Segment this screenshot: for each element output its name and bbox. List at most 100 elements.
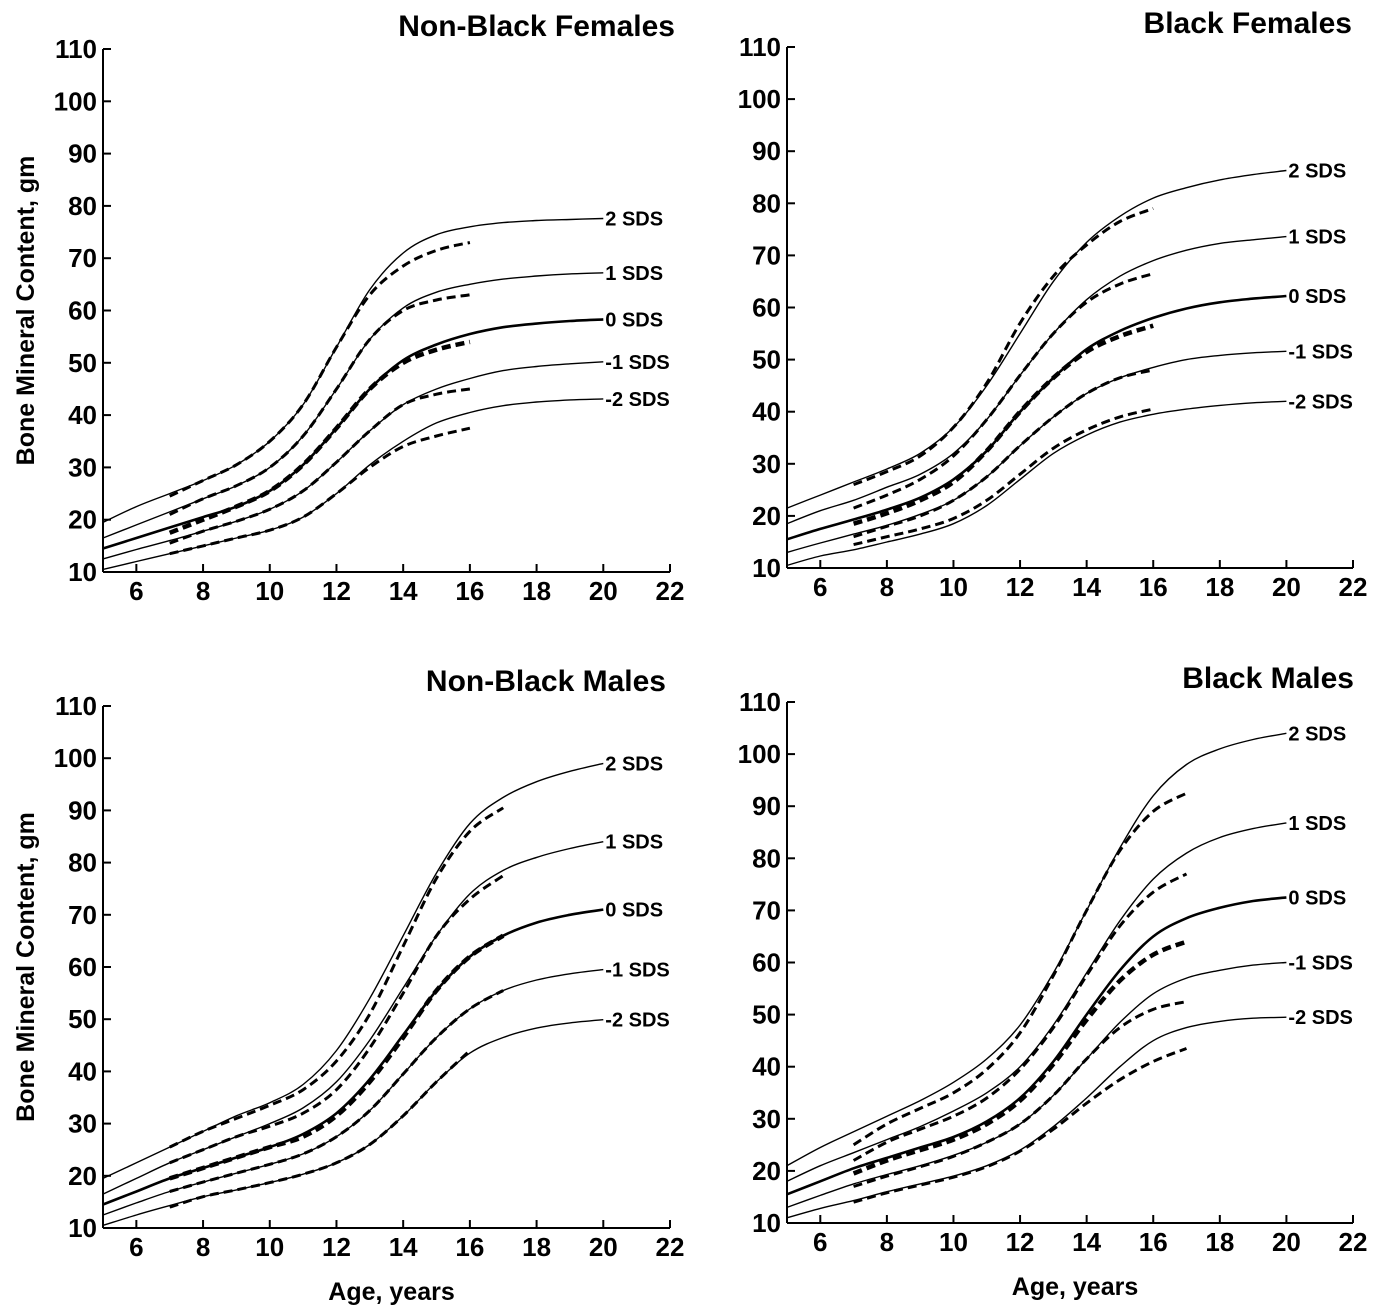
sds-label: 1 SDS [1288,813,1346,835]
x-tick-label: 22 [656,1232,685,1262]
y-tick-label: 50 [752,1000,781,1030]
sds-label: -2 SDS [1288,391,1352,413]
x-tick-label: 14 [1072,1227,1101,1257]
panel-title: Black Females [1144,7,1352,40]
y-tick-label: 50 [68,1004,97,1034]
reference-curve-0-sds-sds [102,318,604,550]
y-tick-label: 20 [752,501,781,531]
y-tick-label: 30 [68,452,97,482]
panel-non-black-males: Non-Black Males 10 20 30 40 50 60 70 80 90 100 110 6… [12,665,684,1306]
dashed-curve [169,806,505,1149]
x-axis-label: Age, years [328,1278,454,1306]
sds-label: -1 SDS [605,352,669,374]
reference-curve-1-sds-sds [786,822,1287,1182]
y-tick-label: 90 [752,791,781,821]
sds-label: 1 SDS [605,832,663,854]
dashed-curve [169,387,471,545]
y-tick-label: 100 [738,84,781,114]
y-tick-label: 70 [68,243,97,273]
x-tick-label: 16 [455,576,484,606]
dashed-curve [853,1047,1188,1204]
sds-label: 0 SDS [605,900,663,922]
y-tick-label: 60 [68,296,97,326]
y-tick-label: 110 [739,32,781,62]
x-tick-label: 18 [522,576,551,606]
sds-label: 1 SDS [1288,227,1346,249]
panel-black-females: Black Females 10 20 30 40 50 60 70 80 90 100 110 6 8 1… [738,7,1368,602]
sds-label: 2 SDS [605,208,663,230]
dashed-curve [169,874,505,1165]
x-tick-label: 14 [1072,572,1101,602]
sds-label: -1 SDS [605,960,669,982]
y-tick-label: 30 [752,449,781,479]
dashed-curve [852,791,1188,1147]
y-tick-label: 40 [68,400,97,430]
x-tick-label: 22 [1339,1227,1368,1257]
x-tick-label: 8 [196,576,210,606]
y-tick-label: 60 [68,952,97,982]
x-axis-label: Age, years [1012,1273,1138,1301]
x-tick-label: 8 [880,1227,894,1257]
panel-title: Non-Black Males [426,665,666,698]
sds-label: 2 SDS [1288,160,1346,182]
x-tick-label: 6 [813,1227,827,1257]
sds-label: -2 SDS [605,1010,669,1032]
reference-curve-1-sds-sds [102,968,604,1216]
x-tick-label: 20 [589,576,618,606]
x-tick-label: 16 [455,1232,484,1262]
x-tick-label: 14 [389,1232,418,1262]
x-tick-label: 12 [322,576,351,606]
x-tick-label: 16 [1139,1227,1168,1257]
sds-label: 0 SDS [1288,887,1346,909]
reference-curve-2-sds-sds [102,1019,604,1227]
x-tick-label: 14 [389,576,418,606]
y-tick-label: 110 [55,691,97,721]
x-tick-label: 20 [1272,572,1301,602]
y-axis-label: Bone Mineral Content, gm [12,156,40,466]
y-tick-label: 80 [68,191,97,221]
panel-black-males: Black Males 10 20 30 40 50 60 70 80 90 100 110 6 8 10 1… [738,662,1368,1301]
dashed-curve [169,1049,471,1209]
y-tick-label: 40 [752,1052,781,1082]
dashed-curve [853,1000,1187,1188]
x-tick-label: 6 [813,572,827,602]
x-tick-label: 8 [880,572,894,602]
x-tick-label: 10 [939,572,968,602]
y-tick-label: 100 [738,739,781,769]
y-tick-label: 30 [752,1104,781,1134]
y-tick-label: 90 [68,139,97,169]
y-tick-label: 70 [752,895,781,925]
y-tick-label: 80 [752,188,781,218]
y-tick-label: 50 [752,345,781,375]
y-tick-label: 20 [752,1156,781,1186]
sds-label: 0 SDS [605,309,663,331]
x-tick-label: 22 [1339,572,1368,602]
dashed-curve [853,407,1154,547]
y-tick-label: 10 [752,553,781,583]
y-tick-label: 40 [752,397,781,427]
reference-curve-1-sds-sds [102,841,604,1195]
x-tick-label: 6 [129,1232,143,1262]
panel-title: Non-Black Females [398,10,675,43]
x-tick-label: 10 [255,1232,284,1262]
reference-curve-2-sds-sds [102,217,604,523]
x-tick-label: 10 [939,1227,968,1257]
panel-non-black-females: Non-Black Females 10 20 30 40 50 60 70 80 90 100 11… [12,10,684,606]
reference-curve-1-sds-sds [786,235,1287,525]
y-tick-label: 10 [68,557,97,587]
x-tick-label: 22 [656,576,685,606]
sds-label: -2 SDS [1288,1007,1352,1029]
sds-label: -1 SDS [1288,953,1352,975]
y-tick-label: 60 [752,948,781,978]
y-tick-label: 40 [68,1056,97,1086]
y-tick-label: 10 [68,1213,97,1243]
x-tick-label: 20 [1272,1227,1301,1257]
x-tick-label: 18 [522,1232,551,1262]
y-tick-label: 110 [55,34,97,64]
x-tick-label: 12 [1006,1227,1035,1257]
sds-label: 1 SDS [605,263,663,285]
dashed-curve [169,426,471,556]
y-tick-label: 70 [752,240,781,270]
x-tick-label: 18 [1205,572,1234,602]
